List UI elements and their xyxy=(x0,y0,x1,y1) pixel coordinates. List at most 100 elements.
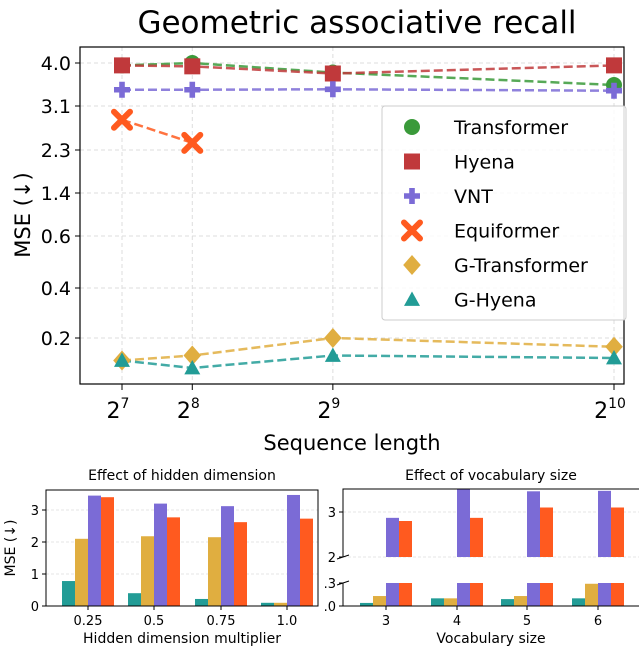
bar-equiformer xyxy=(470,583,483,606)
y-tick-label: 4.0 xyxy=(41,53,71,75)
series-line-transformer xyxy=(121,61,615,87)
hidden-dim-plot-frame xyxy=(45,489,319,607)
bar-vnt xyxy=(386,517,399,557)
data-point-g-hyena xyxy=(184,360,201,375)
data-point-vnt xyxy=(606,82,622,99)
bar-vnt xyxy=(287,494,300,606)
vocab-chart: 2 3 .0 .3 3 4 5 6 xyxy=(324,488,639,629)
x-tick-exponent: 10 xyxy=(608,396,626,412)
y-tick-label: 3 xyxy=(31,504,39,519)
bar-vnt xyxy=(386,583,399,606)
x-tick-exponent: 9 xyxy=(331,396,340,412)
vocab-top-frame xyxy=(342,488,639,557)
bar-g-transformer xyxy=(274,602,287,606)
hidden-dim-y-label: MSE (↓) xyxy=(3,520,19,577)
y-tick-label: 0.2 xyxy=(41,328,71,350)
legend-label-vnt: VNT xyxy=(454,186,493,208)
hidden-dim-chart: 0 1 2 3 0.25 0.5 0.75 1.0 xyxy=(31,494,318,629)
bar-vnt xyxy=(527,583,540,606)
bar-equiformer xyxy=(540,583,553,606)
vocab-title: Effect of vocabulary size xyxy=(405,468,577,484)
x-tick-label: 1.0 xyxy=(277,614,298,629)
legend-marker-g-hyena xyxy=(404,291,420,306)
bar-vnt xyxy=(457,583,470,606)
bar-g-transformer xyxy=(585,583,598,606)
x-tick-label: 3 xyxy=(382,614,390,629)
series-line-vnt xyxy=(122,88,615,92)
bar-vnt xyxy=(88,495,101,606)
bar-equiformer xyxy=(167,517,180,606)
y-tick-label: 1 xyxy=(31,568,39,583)
bar-g-transformer xyxy=(444,598,457,606)
bar-equiformer xyxy=(101,497,114,606)
bar-g-hyena xyxy=(572,598,585,606)
bar-vnt xyxy=(598,490,611,557)
bar-g-hyena xyxy=(128,593,141,606)
legend-label-transformer: Transformer xyxy=(453,117,568,139)
axis-break-mark xyxy=(336,580,350,586)
y-tick-label: 2 xyxy=(31,536,39,551)
y-tick-label: 2 xyxy=(328,551,336,566)
bar-g-hyena xyxy=(195,598,208,606)
bar-vnt xyxy=(221,506,234,606)
main-series-lines xyxy=(121,61,615,370)
legend-marker-vnt xyxy=(404,188,421,204)
series-line-equiformer xyxy=(121,118,193,145)
y-tick-label: 3 xyxy=(328,506,336,521)
x-tick-label: 28 xyxy=(177,396,200,424)
legend-marker-g-transformer xyxy=(403,255,421,275)
y-tick-label: 1.4 xyxy=(41,183,71,205)
x-tick-label: 0.75 xyxy=(207,614,236,629)
vocab-x-label: Vocabulary size xyxy=(436,631,545,647)
data-point-equiformer xyxy=(111,108,133,131)
bar-g-hyena xyxy=(261,602,274,606)
data-point-g-hyena xyxy=(606,350,622,365)
legend-label-g-transformer: G-Transformer xyxy=(454,255,588,277)
legend-label-hyena: Hyena xyxy=(454,152,515,174)
main-x-label: Sequence length xyxy=(263,431,440,455)
data-point-g-transformer xyxy=(605,336,623,357)
series-line-hyena xyxy=(121,64,615,75)
bar-g-transformer xyxy=(75,538,88,606)
x-tick-label: 0.5 xyxy=(144,614,165,629)
y-tick-label: 0.6 xyxy=(41,226,71,248)
data-point-g-transformer xyxy=(183,345,202,366)
x-tick-exponent: 8 xyxy=(191,396,200,412)
legend-label-g-hyena: G-Hyena xyxy=(454,290,537,312)
data-point-hyena xyxy=(184,58,201,75)
y-tick-label: 0.4 xyxy=(41,278,71,300)
bar-equiformer xyxy=(300,518,313,606)
bar-g-transformer xyxy=(514,596,527,606)
bar-g-hyena xyxy=(431,598,444,606)
y-tick-label: 2.3 xyxy=(41,140,71,162)
bar-equiformer xyxy=(470,517,483,557)
bar-equiformer xyxy=(399,583,412,606)
y-tick-label: 0 xyxy=(31,600,39,615)
x-tick-label: 0.25 xyxy=(74,614,103,629)
bar-g-hyena xyxy=(501,599,514,606)
x-tick-exponent: 7 xyxy=(121,396,130,412)
bar-g-transformer xyxy=(141,536,154,606)
legend-marker-equiformer xyxy=(401,219,423,242)
axis-break-mark xyxy=(336,554,350,560)
legend-marker-transformer xyxy=(404,119,420,135)
data-point-equiformer xyxy=(181,131,204,154)
vocab-bottom-frame xyxy=(342,583,639,607)
bar-equiformer xyxy=(540,507,553,557)
x-tick-label: 27 xyxy=(107,396,130,424)
data-point-g-hyena xyxy=(114,352,130,367)
data-point-hyena xyxy=(324,65,341,82)
bar-g-hyena xyxy=(360,602,373,606)
data-point-g-transformer xyxy=(324,328,342,348)
main-y-ticks: 4.0 3.1 2.3 1.4 0.6 0.4 0.2 xyxy=(41,53,80,350)
series-line-g-hyena xyxy=(121,354,615,370)
bar-vnt xyxy=(527,491,540,557)
legend-frame xyxy=(381,105,627,321)
bar-vnt xyxy=(154,503,167,606)
bar-g-hyena xyxy=(62,581,75,606)
main-x-ticks: 27 28 29 210 xyxy=(107,384,626,424)
data-point-hyena xyxy=(606,57,622,74)
data-point-vnt xyxy=(184,81,201,98)
series-line-g-transformer xyxy=(121,336,615,362)
